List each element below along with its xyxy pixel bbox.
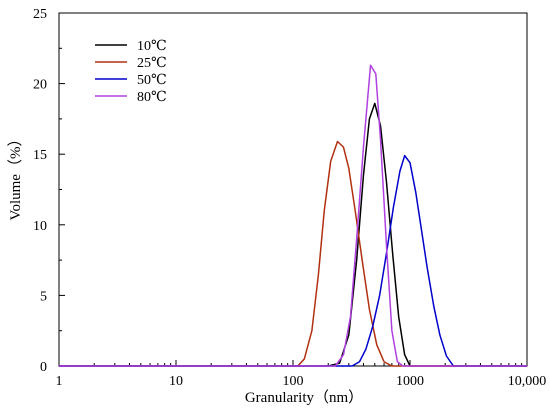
y-tick-label: 15: [33, 148, 47, 163]
legend-label: 25℃: [137, 56, 167, 71]
x-tick-label: 1: [56, 374, 63, 389]
x-tick-label: 10,000: [508, 374, 547, 389]
legend: 10℃ 25℃ 50℃ 80℃: [95, 39, 167, 105]
y-tick-label: 0: [40, 360, 47, 375]
series-line: [59, 102, 527, 367]
y-axis-title: Volume（%）: [7, 132, 24, 221]
plot-frame: [58, 12, 528, 367]
y-tick-label: 5: [40, 289, 47, 304]
y-tick-label: 20: [33, 78, 47, 93]
x-axis-title: Granularity（nm）: [245, 389, 363, 406]
y-tick-label: 25: [33, 7, 47, 22]
series-line: [59, 140, 527, 367]
legend-label: 80℃: [137, 90, 167, 105]
legend-label: 10℃: [137, 39, 167, 54]
x-tick-label: 100: [283, 374, 304, 389]
y-axis: 0 5 10 15 20 25: [33, 7, 65, 375]
x-tick-label: 1000: [396, 374, 424, 389]
x-axis: 1 10 100 1000 10,000: [56, 360, 547, 389]
series-line: [59, 154, 527, 367]
plot-border: [58, 12, 528, 367]
x-tick-label: 10: [169, 374, 183, 389]
series-layer: [59, 64, 527, 367]
legend-label: 50℃: [137, 73, 167, 88]
series-line: [59, 64, 527, 367]
y-tick-label: 10: [33, 219, 47, 234]
